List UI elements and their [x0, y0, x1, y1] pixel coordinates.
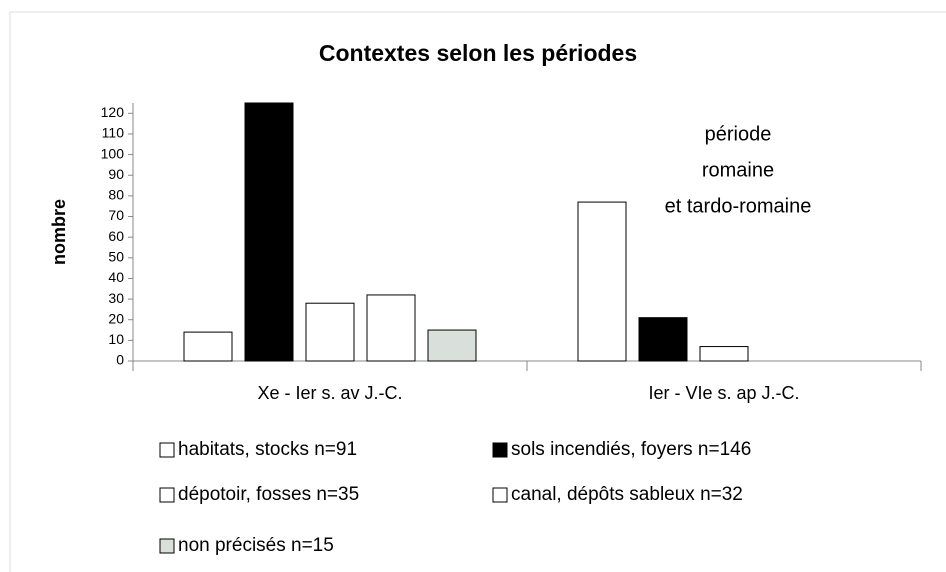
legend-swatch [492, 487, 508, 503]
y-tick-label: 110 [102, 125, 125, 141]
legend-label: habitats, stocks n=91 [178, 439, 357, 460]
y-tick-label: 0 [116, 352, 124, 368]
bar [366, 294, 416, 362]
x-tick-label: Ier - VIe s. ap J.-C. [648, 383, 799, 403]
bar [427, 329, 477, 362]
y-tick-label: 20 [108, 310, 124, 326]
legend-label: dépotoir, fosses n=35 [178, 484, 359, 505]
legend-label: canal, dépôts sableux n=32 [511, 484, 743, 505]
y-tick-label: 40 [108, 269, 124, 285]
legend-swatch [159, 487, 175, 503]
bar [699, 346, 749, 362]
x-tick-label: Xe - Ier s. av J.-C. [257, 383, 402, 403]
legend-label: non précisés n=15 [178, 535, 334, 556]
bar [244, 102, 294, 362]
y-axis-label: nombre [49, 199, 69, 265]
chart-title: Contextes selon les périodes [319, 40, 637, 66]
bar [183, 331, 233, 362]
bar [305, 302, 355, 362]
legend-swatch [159, 442, 175, 458]
y-tick-label: 10 [108, 331, 124, 347]
chart-frame [9, 11, 946, 572]
legend-swatch [159, 538, 175, 554]
annotation: période [705, 123, 772, 145]
y-tick-label: 50 [108, 249, 124, 265]
bar [577, 201, 627, 362]
legend-label: sols incendiés, foyers n=146 [511, 439, 751, 460]
y-tick-label: 120 [101, 104, 125, 120]
annotation: romaine [702, 159, 774, 181]
annotation: et tardo-romaine [665, 195, 812, 217]
legend-swatch [492, 442, 508, 458]
y-tick-label: 30 [108, 290, 124, 306]
y-tick-label: 100 [101, 145, 125, 161]
y-tick-label: 80 [108, 187, 124, 203]
y-tick-label: 70 [108, 207, 124, 223]
bar [638, 317, 688, 362]
y-tick-label: 90 [108, 166, 124, 182]
y-tick-label: 60 [108, 228, 124, 244]
